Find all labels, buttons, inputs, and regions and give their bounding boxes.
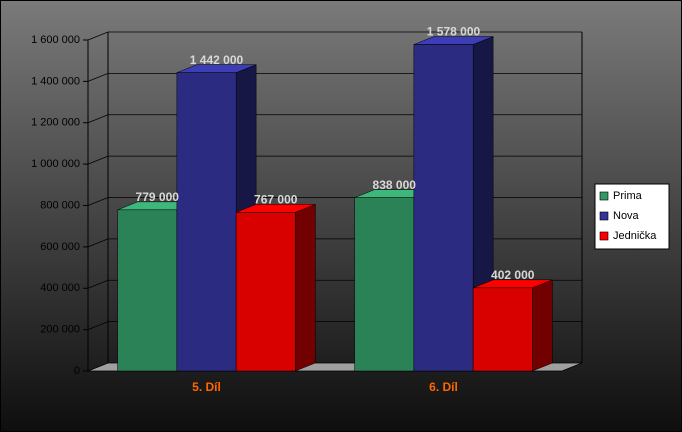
value-label: 838 000 [373, 178, 417, 192]
legend-swatch [599, 191, 609, 201]
y-tick-label: 400 000 [40, 282, 80, 294]
legend-swatch [599, 231, 609, 241]
y-tick-label: 200 000 [40, 324, 80, 336]
value-label: 779 000 [136, 190, 180, 204]
value-label: 1 442 000 [190, 53, 244, 67]
legend-label: Jednička [613, 230, 657, 242]
y-tick-label: 800 000 [40, 199, 80, 211]
legend-label: Nova [613, 210, 640, 222]
y-tick-label: 1 600 000 [31, 34, 80, 46]
bar [413, 44, 474, 372]
bar [176, 72, 237, 372]
bar [472, 287, 533, 372]
y-tick-label: 600 000 [40, 241, 80, 253]
x-tick-label: 6. Díl [429, 380, 458, 394]
bar-side [532, 279, 553, 372]
x-tick-label: 5. Díl [192, 380, 221, 394]
y-tick-label: 1 400 000 [31, 75, 80, 87]
value-label: 1 578 000 [427, 25, 481, 39]
bar [117, 209, 178, 372]
y-tick-label: 1 000 000 [31, 158, 80, 170]
legend-swatch [599, 211, 609, 221]
legend-label: Prima [613, 190, 643, 202]
grid-line [87, 31, 582, 41]
value-label: 402 000 [491, 268, 535, 282]
value-label: 767 000 [254, 192, 298, 206]
bar [235, 212, 296, 372]
y-tick-label: 1 200 000 [31, 117, 80, 129]
y-tick-label: 0 [74, 365, 80, 377]
bar [354, 197, 415, 372]
bar-side [295, 203, 316, 372]
